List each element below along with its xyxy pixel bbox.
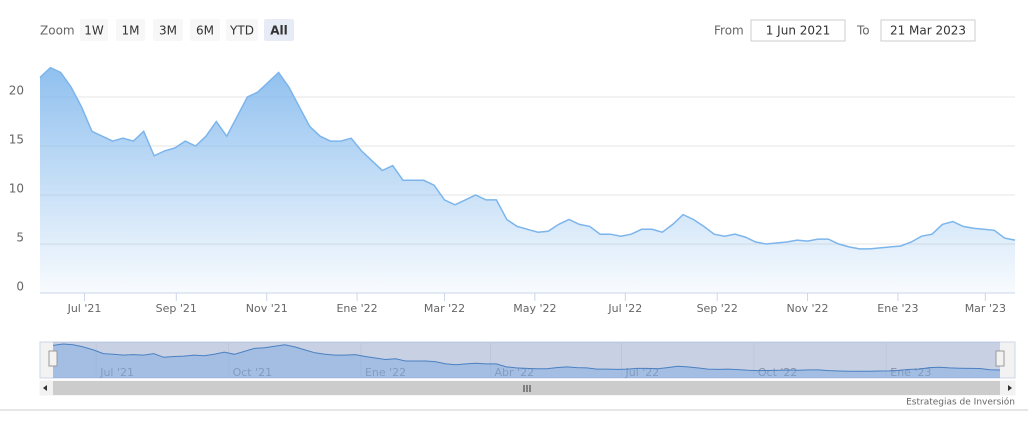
- y-tick-label: 0: [16, 280, 24, 294]
- range-button-label[interactable]: 1M: [122, 24, 140, 38]
- navigator-background: [39, 341, 1016, 379]
- range-button-label[interactable]: 1W: [84, 24, 104, 38]
- range-button[interactable]: [264, 19, 294, 41]
- x-tick-label: Ene '22: [336, 302, 377, 315]
- navigator-tick-label: Oct '22: [758, 366, 798, 379]
- navigator-tick-label: Abr '22: [495, 366, 535, 379]
- y-tick-label: 10: [9, 182, 24, 196]
- scrollbar-left-arrow[interactable]: [43, 385, 47, 391]
- navigator-handle[interactable]: [995, 350, 1005, 367]
- credits[interactable]: Estrategias de Inversión: [906, 397, 1015, 408]
- x-tick-label: May '22: [513, 302, 556, 315]
- zoom-label: Zoom: [40, 24, 75, 38]
- navigator-tick-label: Ene '22: [365, 366, 406, 379]
- range-button[interactable]: [190, 19, 220, 41]
- to-input[interactable]: 21 Mar 2023: [890, 24, 966, 38]
- x-tick-label: Mar '23: [965, 302, 1006, 315]
- navigator-mask: [53, 342, 1000, 378]
- navigator-tick-label: Jul '21: [99, 366, 134, 379]
- x-tick-label: Sep '22: [697, 302, 738, 315]
- range-button-label[interactable]: All: [270, 24, 288, 38]
- navigator-area: [53, 344, 1000, 378]
- scrollbar-right-arrow[interactable]: [1008, 385, 1012, 391]
- x-tick-label: Jul '21: [67, 302, 102, 315]
- area-fill: [40, 67, 1015, 293]
- navigator-line: [52, 343, 1001, 372]
- range-button[interactable]: [116, 19, 145, 41]
- y-tick-label: 15: [9, 133, 24, 147]
- x-tick-label: Nov '22: [787, 302, 829, 315]
- range-button-label[interactable]: 6M: [196, 24, 214, 38]
- scrollbar-grip: [523, 385, 531, 392]
- to-label: To: [856, 24, 870, 38]
- x-tick-label: Ene '23: [877, 302, 918, 315]
- navigator-tick-label: Jul '22: [625, 366, 660, 379]
- x-tick-label: Mar '22: [424, 302, 465, 315]
- range-button[interactable]: [226, 19, 258, 41]
- navigator-tick-label: Oct '21: [233, 366, 273, 379]
- from-input[interactable]: 1 Jun 2021: [766, 24, 831, 38]
- from-input-box[interactable]: [750, 19, 846, 42]
- range-button-label[interactable]: YTD: [229, 24, 254, 38]
- area-line: [39, 66, 1016, 250]
- range-button[interactable]: [80, 19, 108, 41]
- range-button-label[interactable]: 3M: [159, 24, 177, 38]
- range-button[interactable]: [153, 19, 183, 41]
- x-tick-label: Jul '22: [607, 302, 642, 315]
- from-label: From: [714, 24, 744, 38]
- navigator-handle[interactable]: [48, 350, 58, 367]
- to-input-box[interactable]: [880, 19, 976, 42]
- x-tick-label: Nov '21: [246, 302, 288, 315]
- y-tick-label: 20: [9, 84, 24, 98]
- y-tick-label: 5: [16, 231, 24, 245]
- x-tick-label: Sep '21: [156, 302, 197, 315]
